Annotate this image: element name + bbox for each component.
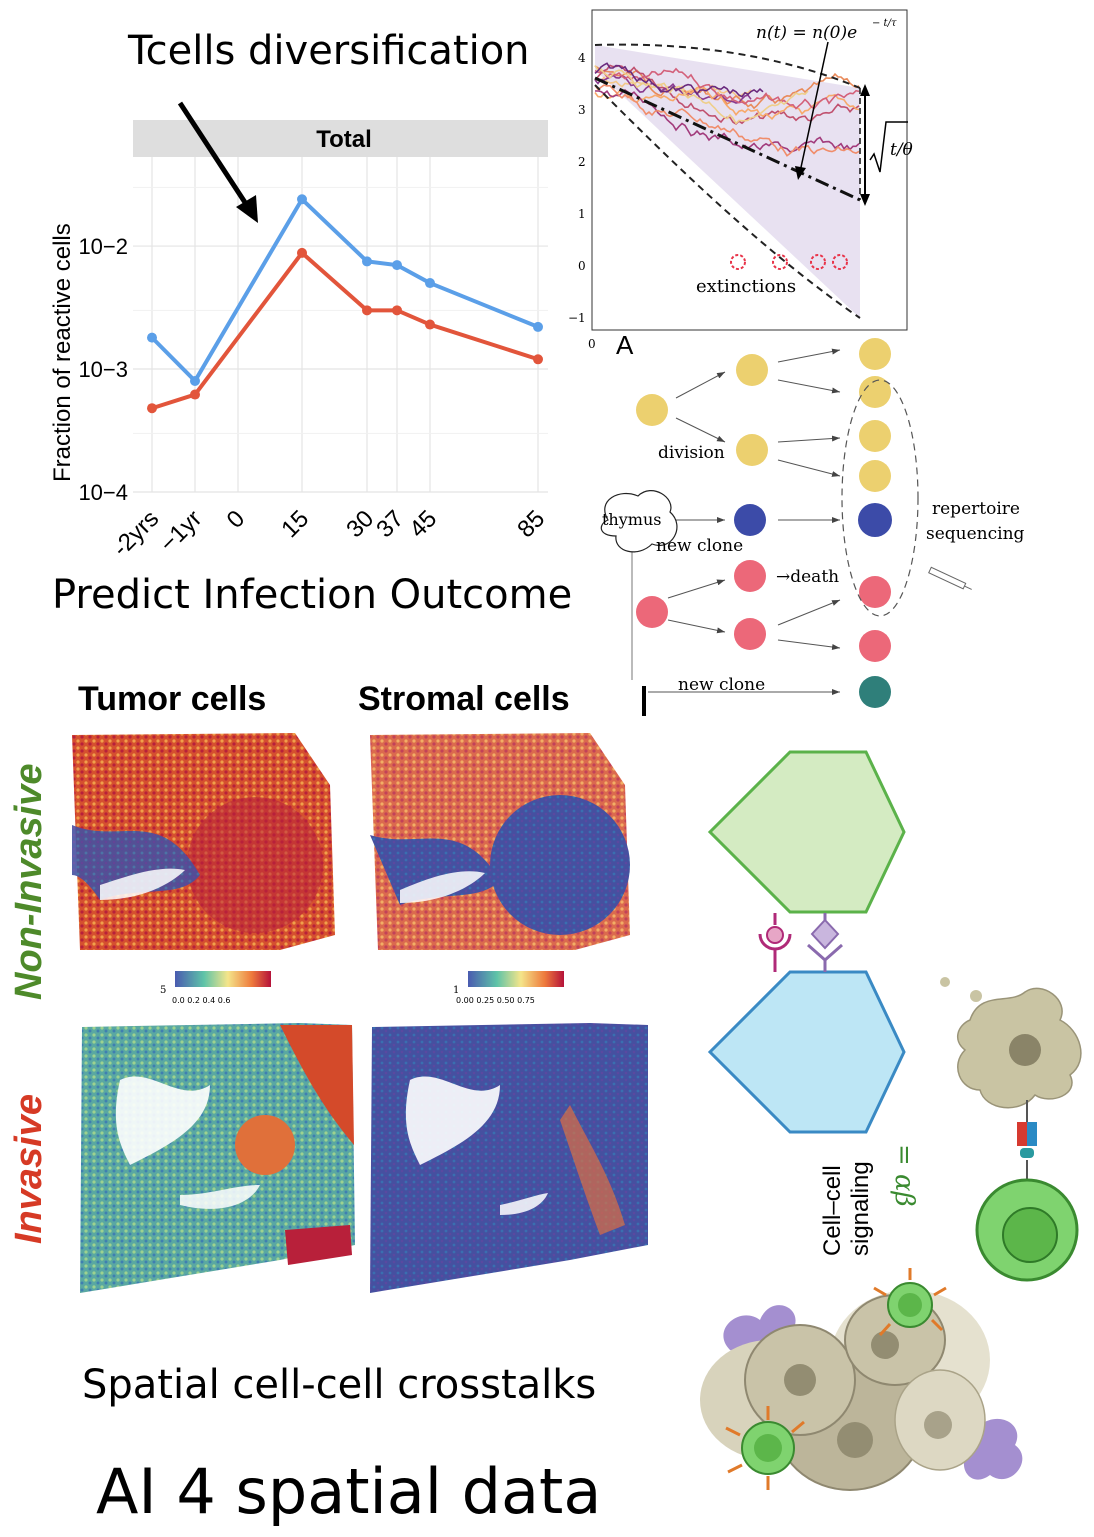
thymus-label: thymus	[602, 510, 661, 529]
data-point	[362, 256, 372, 267]
division-label: division	[658, 443, 725, 463]
map-invasive-stromal	[370, 1023, 648, 1293]
trajectory-line	[594, 74, 752, 104]
map-noninvasive-tumor	[72, 733, 335, 950]
data-point	[190, 375, 200, 386]
svg-text:3: 3	[578, 103, 586, 117]
spatial-maps: 5 0.0 0.2 0.4 0.6 1 0.00 0.25 0.50 0.75	[72, 733, 648, 1293]
data-point	[392, 305, 402, 316]
tcr-receptor-icon	[1017, 1100, 1037, 1182]
data-point	[533, 354, 543, 365]
y-tick-labels: 10−2 10−3 10−4	[78, 234, 128, 505]
svg-text:0.00 0.25 0.50 0.75: 0.00 0.25 0.50 0.75	[456, 996, 535, 1005]
decay-formula-exponent: − t/τ	[872, 18, 897, 29]
series-line	[151, 250, 539, 411]
chart-grid	[133, 157, 548, 493]
thymus-icon	[600, 490, 678, 553]
extinctions-label: extinctions	[696, 276, 796, 297]
data-point	[425, 278, 435, 289]
cell-signaling-diagram: Cell–cell signaling = αβ	[700, 750, 1082, 1491]
heading-spatial-crosstalk: Spatial cell-cell crosstalks	[82, 1362, 597, 1408]
new-clone-label-1: new clone	[656, 536, 743, 556]
data-point	[362, 305, 372, 316]
svg-text:4: 4	[578, 51, 586, 65]
traj-x-zero: 0	[588, 337, 596, 351]
map-noninvasive-stromal	[370, 733, 630, 950]
data-point	[297, 194, 307, 205]
death-label: →death	[776, 567, 839, 587]
map-invasive-tumor	[80, 1023, 355, 1293]
x-tick-label: 15	[276, 505, 314, 543]
x-tick-label: 85	[512, 505, 550, 543]
chart-series	[147, 194, 543, 414]
row-label-invasive: Invasive	[8, 1094, 50, 1244]
colorbar-tumor: 5 0.0 0.2 0.4 0.6	[160, 971, 271, 1005]
svg-text:−1: −1	[568, 311, 586, 325]
extinction-markers	[730, 254, 848, 270]
y-tick-label: 10−4	[78, 480, 128, 505]
heading-predict-outcome: Predict Infection Outcome	[52, 572, 573, 618]
tumor-cells-title: Tumor cells	[78, 680, 267, 718]
facet-title: Total	[316, 126, 372, 153]
svg-text:5: 5	[160, 985, 166, 996]
clone-trajectory-plot: 4 3 2 1 0 −1 0 n(t) = n(0)e − t/τ t/θ ex…	[568, 9, 913, 351]
stromal-cells-title: Stromal cells	[358, 680, 570, 718]
y-axis-label: Fraction of reactive cells	[49, 223, 76, 482]
panel-letter-a: A	[616, 330, 634, 360]
svg-text:1: 1	[578, 207, 586, 221]
signaling-label-1: Cell–cell	[819, 1165, 846, 1256]
receiver-cell-icon	[707, 970, 906, 1134]
syringe-icon	[928, 566, 972, 590]
decay-formula: n(t) = n(0)e	[756, 23, 857, 43]
repertoire-label: repertoire	[932, 499, 1020, 519]
new-clone-label-2: new clone	[678, 675, 765, 695]
clone-lineage-tree: division thymus new clone →death new clo…	[600, 338, 1025, 708]
sequencing-label: sequencing	[926, 524, 1025, 544]
data-point	[425, 319, 435, 330]
svg-text:2: 2	[578, 155, 586, 169]
t-cell-icon	[975, 1178, 1079, 1282]
tumor-cluster-icon	[700, 1268, 1023, 1491]
x-tick-label: 45	[404, 505, 442, 543]
heading-diversification: Tcells diversification	[128, 28, 530, 74]
data-point	[147, 332, 157, 343]
svg-text:0: 0	[578, 259, 586, 273]
sqrt-label: t/θ	[890, 140, 913, 160]
svg-text:0.0 0.2 0.4 0.6: 0.0 0.2 0.4 0.6	[172, 996, 231, 1005]
ligand-receptor-icon	[758, 913, 843, 972]
trajectory-line	[594, 62, 764, 98]
x-tick-label: 0	[222, 505, 251, 534]
cell-nodes	[636, 338, 892, 708]
signaling-label-2: signaling	[847, 1161, 874, 1256]
svg-text:1: 1	[453, 985, 459, 996]
row-label-noninvasive: Non-Invasive	[8, 763, 50, 1000]
traj-y-ticks: 4 3 2 1 0 −1	[568, 51, 586, 325]
data-point	[297, 247, 307, 258]
alpha-beta-label: = αβ	[889, 1144, 919, 1207]
arrow-icon	[177, 101, 258, 223]
apc-cell-icon	[940, 977, 1082, 1109]
y-tick-label: 10−3	[78, 357, 128, 382]
data-point	[147, 403, 157, 414]
heading-ai-spatial: AI 4 spatial data	[96, 1455, 602, 1528]
sender-cell-icon	[707, 750, 906, 914]
data-point	[190, 389, 200, 400]
data-point	[533, 321, 543, 332]
trajectory-line	[594, 84, 860, 157]
colorbar-stromal: 1 0.00 0.25 0.50 0.75	[453, 971, 564, 1005]
divider-bar	[642, 686, 646, 716]
x-tick-label: −1yr	[155, 505, 208, 558]
data-point	[392, 260, 402, 271]
x-tick-label: -2yrs	[107, 505, 164, 560]
trajectory-line	[594, 65, 809, 125]
y-tick-label: 10−2	[78, 234, 128, 259]
